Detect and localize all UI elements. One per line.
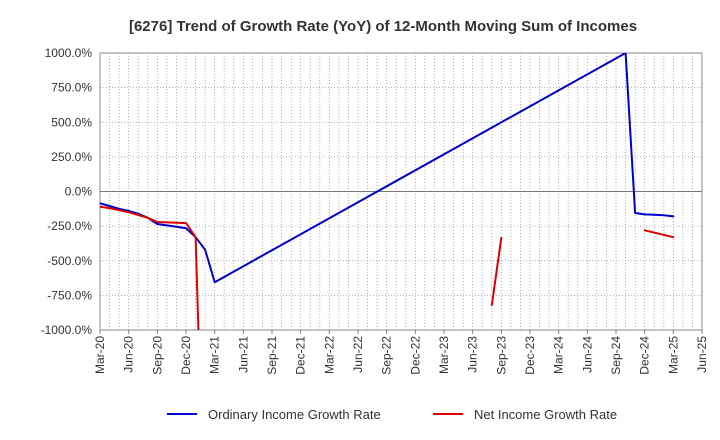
y-tick-label: -250.0% — [47, 219, 92, 233]
y-tick-label: 1000.0% — [45, 46, 93, 60]
x-tick-label: Dec-23 — [523, 336, 537, 375]
x-tick-label: Sep-24 — [609, 336, 623, 375]
x-tick-label: Jun-22 — [351, 336, 365, 373]
data-series — [100, 53, 675, 330]
y-tick-label: 500.0% — [51, 115, 92, 129]
x-tick-label: Mar-22 — [322, 336, 336, 374]
x-tick-label: Dec-21 — [294, 336, 308, 375]
y-tick-label: -500.0% — [47, 254, 92, 268]
x-tick-label: Sep-22 — [380, 336, 394, 375]
y-tick-label: 750.0% — [51, 81, 92, 95]
x-tick-label: Jun-20 — [122, 336, 136, 373]
y-tick-label: 0.0% — [65, 185, 93, 199]
y-tick-label: 250.0% — [51, 150, 92, 164]
chart-title: [6276] Trend of Growth Rate (YoY) of 12-… — [129, 18, 637, 35]
axes: 1000.0% 750.0% 500.0% 250.0% 0.0% -250.0% -500… — [41, 46, 709, 375]
y-tick-label: -750.0% — [47, 288, 92, 302]
series-net-income-growth-rate — [100, 205, 675, 330]
series-ordinary-income-growth-rate — [100, 53, 675, 284]
x-tick-label: Mar-23 — [437, 336, 451, 374]
legend-label: Net Income Growth Rate — [474, 407, 617, 422]
y-tick-label: -1000.0% — [41, 323, 93, 337]
legend-label: Ordinary Income Growth Rate — [208, 407, 381, 422]
x-tick-label: Sep-20 — [150, 336, 164, 375]
series-line-segment — [643, 229, 675, 239]
x-tick-label: Jun-25 — [695, 336, 709, 373]
x-tick-label: Jun-21 — [236, 336, 250, 373]
series-line-segment — [100, 53, 675, 284]
x-tick-label: Jun-24 — [580, 336, 594, 373]
x-tick-label: Sep-23 — [494, 336, 508, 375]
x-tick-label: Mar-24 — [552, 336, 566, 374]
x-tick-label: Jun-23 — [466, 336, 480, 373]
series-line-segment — [100, 205, 200, 330]
x-tick-label: Sep-21 — [265, 336, 279, 375]
x-tick-label: Mar-20 — [93, 336, 107, 374]
x-tick-label: Mar-21 — [208, 336, 222, 374]
x-tick-label: Dec-20 — [179, 336, 193, 375]
series-line-segment — [490, 236, 503, 307]
x-tick-label: Dec-22 — [408, 336, 422, 375]
x-tick-label: Dec-24 — [638, 336, 652, 375]
plot-frame — [99, 52, 703, 331]
x-tick-label: Mar-25 — [666, 336, 680, 374]
legend: Ordinary Income Growth Rate Net Income Gr… — [167, 407, 617, 422]
